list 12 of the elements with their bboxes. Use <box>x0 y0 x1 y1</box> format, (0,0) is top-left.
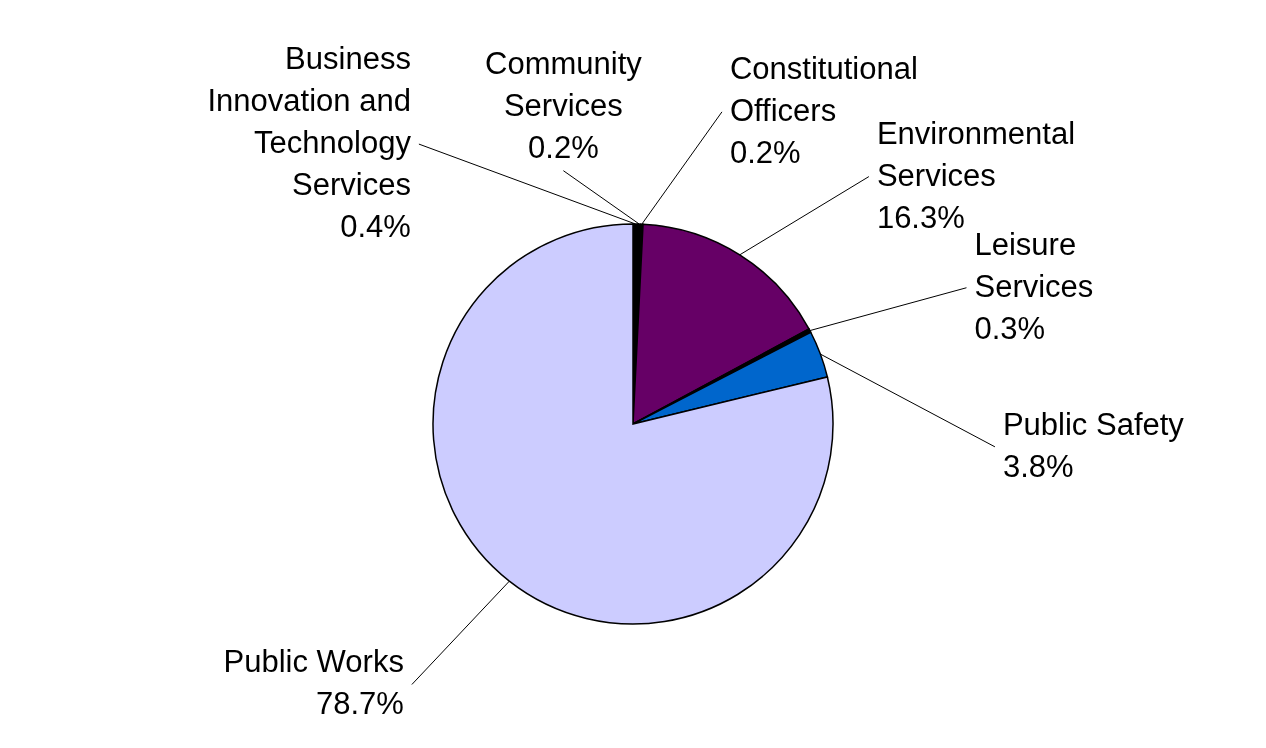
slice-label: Business Innovation and Technology Services <box>207 41 412 203</box>
slice-label: Community Services <box>484 45 643 123</box>
data-label: 78.7% <box>315 686 404 722</box>
slice-label: Leisure Services <box>974 226 1094 304</box>
data-label: 0.2% <box>528 129 599 165</box>
data-label: 3.8% <box>1002 448 1074 484</box>
slice-label: Public Works <box>223 644 404 680</box>
data-label: 0.2% <box>729 134 801 170</box>
data-label: 0.4% <box>340 209 411 245</box>
data-label: 16.3% <box>876 199 965 235</box>
slice-label: Public Safety <box>1002 406 1185 442</box>
data-label: 0.3% <box>974 310 1046 346</box>
